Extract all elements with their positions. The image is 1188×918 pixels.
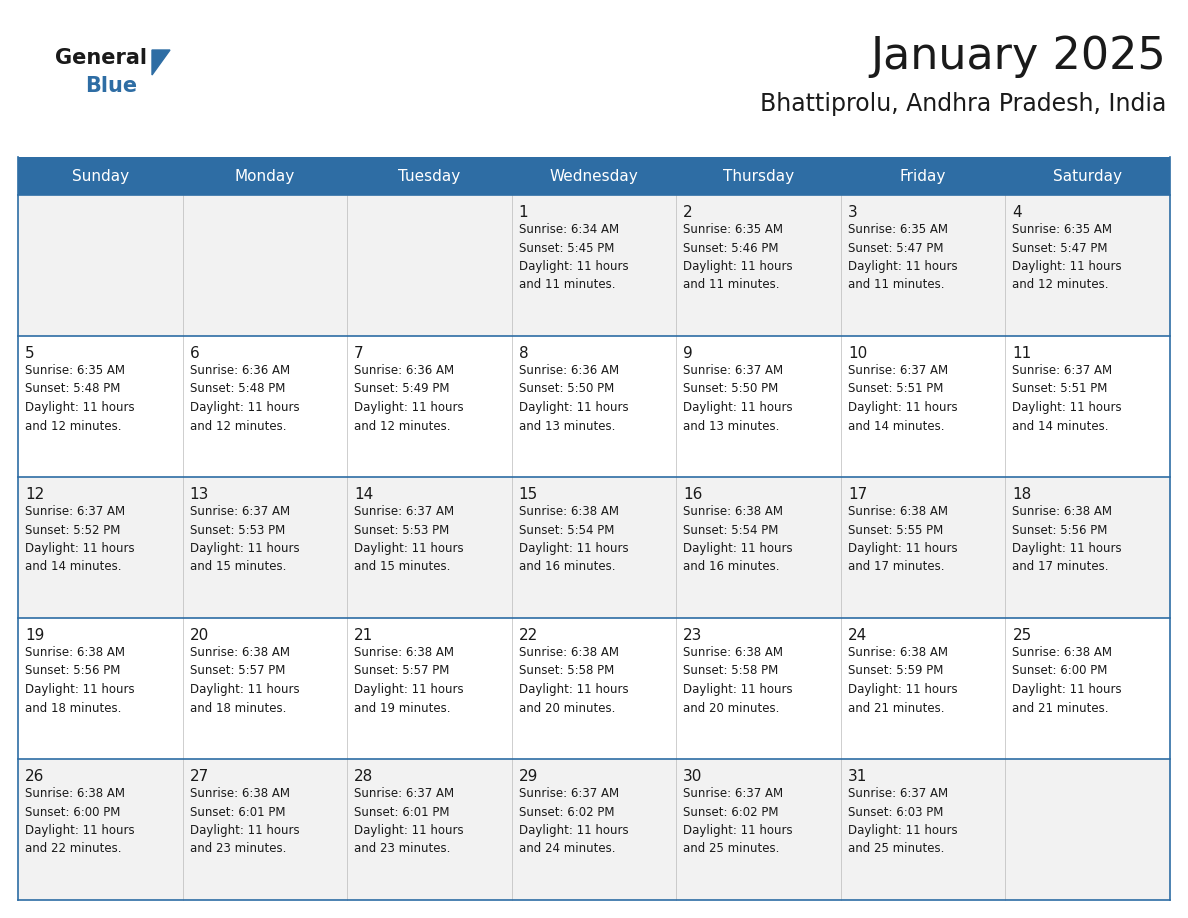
Text: Sunrise: 6:37 AM
Sunset: 5:53 PM
Daylight: 11 hours
and 15 minutes.: Sunrise: 6:37 AM Sunset: 5:53 PM Dayligh…	[190, 505, 299, 574]
Text: 10: 10	[848, 346, 867, 361]
Text: Sunday: Sunday	[71, 169, 128, 184]
Bar	[18, 195, 1170, 336]
Text: Sunrise: 6:36 AM
Sunset: 5:49 PM
Daylight: 11 hours
and 12 minutes.: Sunrise: 6:36 AM Sunset: 5:49 PM Dayligh…	[354, 364, 463, 432]
Text: 8: 8	[519, 346, 529, 361]
Text: 20: 20	[190, 628, 209, 643]
Text: 2: 2	[683, 205, 693, 220]
Text: 5: 5	[25, 346, 34, 361]
Bar	[18, 157, 1170, 195]
Text: 29: 29	[519, 769, 538, 784]
Text: 15: 15	[519, 487, 538, 502]
Text: Friday: Friday	[901, 169, 947, 184]
Bar	[18, 336, 1170, 477]
Text: Bhattiprolu, Andhra Pradesh, India: Bhattiprolu, Andhra Pradesh, India	[759, 92, 1165, 116]
Text: 28: 28	[354, 769, 373, 784]
Text: Sunrise: 6:35 AM
Sunset: 5:47 PM
Daylight: 11 hours
and 11 minutes.: Sunrise: 6:35 AM Sunset: 5:47 PM Dayligh…	[848, 223, 958, 292]
Text: January 2025: January 2025	[871, 35, 1165, 78]
Text: Tuesday: Tuesday	[398, 169, 461, 184]
Text: 9: 9	[683, 346, 693, 361]
Text: 1: 1	[519, 205, 529, 220]
Text: Sunrise: 6:38 AM
Sunset: 5:58 PM
Daylight: 11 hours
and 20 minutes.: Sunrise: 6:38 AM Sunset: 5:58 PM Dayligh…	[683, 646, 792, 714]
Text: Sunrise: 6:38 AM
Sunset: 5:56 PM
Daylight: 11 hours
and 17 minutes.: Sunrise: 6:38 AM Sunset: 5:56 PM Dayligh…	[1012, 505, 1121, 574]
Text: 27: 27	[190, 769, 209, 784]
Bar	[18, 477, 1170, 618]
Text: Saturday: Saturday	[1054, 169, 1123, 184]
Text: Sunrise: 6:37 AM
Sunset: 6:03 PM
Daylight: 11 hours
and 25 minutes.: Sunrise: 6:37 AM Sunset: 6:03 PM Dayligh…	[848, 787, 958, 856]
Text: Blue: Blue	[86, 76, 137, 96]
Text: Sunrise: 6:37 AM
Sunset: 6:02 PM
Daylight: 11 hours
and 25 minutes.: Sunrise: 6:37 AM Sunset: 6:02 PM Dayligh…	[683, 787, 792, 856]
Text: 24: 24	[848, 628, 867, 643]
Text: Sunrise: 6:38 AM
Sunset: 5:57 PM
Daylight: 11 hours
and 18 minutes.: Sunrise: 6:38 AM Sunset: 5:57 PM Dayligh…	[190, 646, 299, 714]
Text: 21: 21	[354, 628, 373, 643]
Text: Sunrise: 6:38 AM
Sunset: 5:55 PM
Daylight: 11 hours
and 17 minutes.: Sunrise: 6:38 AM Sunset: 5:55 PM Dayligh…	[848, 505, 958, 574]
Text: 7: 7	[354, 346, 364, 361]
Text: 22: 22	[519, 628, 538, 643]
Text: Sunrise: 6:35 AM
Sunset: 5:46 PM
Daylight: 11 hours
and 11 minutes.: Sunrise: 6:35 AM Sunset: 5:46 PM Dayligh…	[683, 223, 792, 292]
Polygon shape	[152, 50, 170, 75]
Text: 30: 30	[683, 769, 702, 784]
Text: 14: 14	[354, 487, 373, 502]
Text: Sunrise: 6:38 AM
Sunset: 5:57 PM
Daylight: 11 hours
and 19 minutes.: Sunrise: 6:38 AM Sunset: 5:57 PM Dayligh…	[354, 646, 463, 714]
Text: Sunrise: 6:38 AM
Sunset: 5:56 PM
Daylight: 11 hours
and 18 minutes.: Sunrise: 6:38 AM Sunset: 5:56 PM Dayligh…	[25, 646, 134, 714]
Text: Sunrise: 6:36 AM
Sunset: 5:48 PM
Daylight: 11 hours
and 12 minutes.: Sunrise: 6:36 AM Sunset: 5:48 PM Dayligh…	[190, 364, 299, 432]
Text: Sunrise: 6:38 AM
Sunset: 5:59 PM
Daylight: 11 hours
and 21 minutes.: Sunrise: 6:38 AM Sunset: 5:59 PM Dayligh…	[848, 646, 958, 714]
Text: Sunrise: 6:37 AM
Sunset: 5:51 PM
Daylight: 11 hours
and 14 minutes.: Sunrise: 6:37 AM Sunset: 5:51 PM Dayligh…	[1012, 364, 1121, 432]
Text: 19: 19	[25, 628, 44, 643]
Text: Sunrise: 6:38 AM
Sunset: 5:58 PM
Daylight: 11 hours
and 20 minutes.: Sunrise: 6:38 AM Sunset: 5:58 PM Dayligh…	[519, 646, 628, 714]
Text: Sunrise: 6:37 AM
Sunset: 5:51 PM
Daylight: 11 hours
and 14 minutes.: Sunrise: 6:37 AM Sunset: 5:51 PM Dayligh…	[848, 364, 958, 432]
Text: Sunrise: 6:36 AM
Sunset: 5:50 PM
Daylight: 11 hours
and 13 minutes.: Sunrise: 6:36 AM Sunset: 5:50 PM Dayligh…	[519, 364, 628, 432]
Text: Sunrise: 6:37 AM
Sunset: 5:52 PM
Daylight: 11 hours
and 14 minutes.: Sunrise: 6:37 AM Sunset: 5:52 PM Dayligh…	[25, 505, 134, 574]
Text: Thursday: Thursday	[723, 169, 794, 184]
Text: 18: 18	[1012, 487, 1031, 502]
Text: 4: 4	[1012, 205, 1022, 220]
Text: Sunrise: 6:35 AM
Sunset: 5:48 PM
Daylight: 11 hours
and 12 minutes.: Sunrise: 6:35 AM Sunset: 5:48 PM Dayligh…	[25, 364, 134, 432]
Text: Sunrise: 6:37 AM
Sunset: 6:01 PM
Daylight: 11 hours
and 23 minutes.: Sunrise: 6:37 AM Sunset: 6:01 PM Dayligh…	[354, 787, 463, 856]
Text: Monday: Monday	[235, 169, 295, 184]
Text: 11: 11	[1012, 346, 1031, 361]
Text: Sunrise: 6:38 AM
Sunset: 5:54 PM
Daylight: 11 hours
and 16 minutes.: Sunrise: 6:38 AM Sunset: 5:54 PM Dayligh…	[519, 505, 628, 574]
Text: 16: 16	[683, 487, 702, 502]
Text: General: General	[55, 48, 147, 68]
Text: Sunrise: 6:38 AM
Sunset: 5:54 PM
Daylight: 11 hours
and 16 minutes.: Sunrise: 6:38 AM Sunset: 5:54 PM Dayligh…	[683, 505, 792, 574]
Text: 12: 12	[25, 487, 44, 502]
Text: Sunrise: 6:37 AM
Sunset: 6:02 PM
Daylight: 11 hours
and 24 minutes.: Sunrise: 6:37 AM Sunset: 6:02 PM Dayligh…	[519, 787, 628, 856]
Text: Wednesday: Wednesday	[550, 169, 638, 184]
Text: 25: 25	[1012, 628, 1031, 643]
Text: 31: 31	[848, 769, 867, 784]
Bar	[18, 759, 1170, 900]
Text: 3: 3	[848, 205, 858, 220]
Text: Sunrise: 6:34 AM
Sunset: 5:45 PM
Daylight: 11 hours
and 11 minutes.: Sunrise: 6:34 AM Sunset: 5:45 PM Dayligh…	[519, 223, 628, 292]
Text: Sunrise: 6:37 AM
Sunset: 5:53 PM
Daylight: 11 hours
and 15 minutes.: Sunrise: 6:37 AM Sunset: 5:53 PM Dayligh…	[354, 505, 463, 574]
Text: Sunrise: 6:38 AM
Sunset: 6:00 PM
Daylight: 11 hours
and 22 minutes.: Sunrise: 6:38 AM Sunset: 6:00 PM Dayligh…	[25, 787, 134, 856]
Text: 23: 23	[683, 628, 702, 643]
Bar	[18, 618, 1170, 759]
Text: Sunrise: 6:37 AM
Sunset: 5:50 PM
Daylight: 11 hours
and 13 minutes.: Sunrise: 6:37 AM Sunset: 5:50 PM Dayligh…	[683, 364, 792, 432]
Text: Sunrise: 6:38 AM
Sunset: 6:01 PM
Daylight: 11 hours
and 23 minutes.: Sunrise: 6:38 AM Sunset: 6:01 PM Dayligh…	[190, 787, 299, 856]
Text: 13: 13	[190, 487, 209, 502]
Text: 17: 17	[848, 487, 867, 502]
Text: Sunrise: 6:35 AM
Sunset: 5:47 PM
Daylight: 11 hours
and 12 minutes.: Sunrise: 6:35 AM Sunset: 5:47 PM Dayligh…	[1012, 223, 1121, 292]
Text: Sunrise: 6:38 AM
Sunset: 6:00 PM
Daylight: 11 hours
and 21 minutes.: Sunrise: 6:38 AM Sunset: 6:00 PM Dayligh…	[1012, 646, 1121, 714]
Text: 6: 6	[190, 346, 200, 361]
Text: 26: 26	[25, 769, 44, 784]
